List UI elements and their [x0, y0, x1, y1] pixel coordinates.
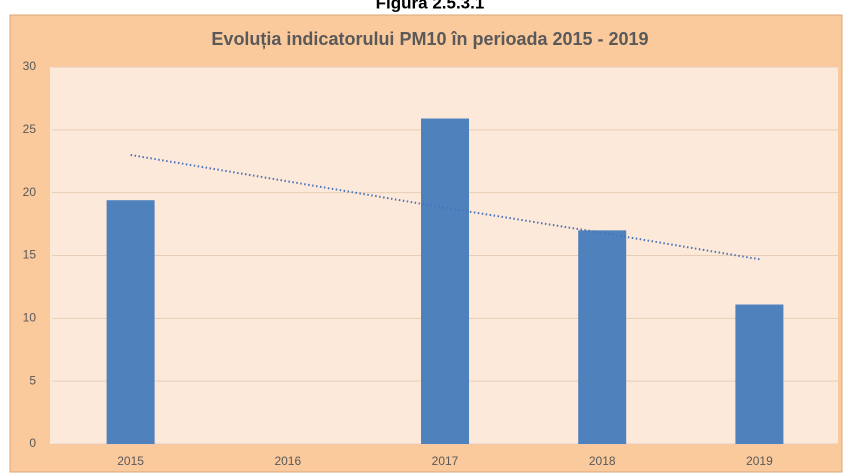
y-tick-label: 30	[23, 59, 37, 73]
chart-title: Evoluția indicatorului PM10 în perioada …	[211, 29, 648, 49]
y-tick-label: 10	[23, 311, 37, 325]
x-tick-label: 2015	[117, 454, 144, 468]
x-tick-label: 2017	[432, 454, 459, 468]
y-tick-label: 5	[29, 373, 36, 387]
x-tick-label: 2019	[746, 454, 773, 468]
y-tick-label: 15	[23, 248, 37, 262]
bar	[735, 304, 784, 444]
x-tick-label: 2018	[589, 454, 616, 468]
bar	[106, 200, 155, 444]
bar	[578, 230, 627, 444]
y-tick-label: 0	[29, 436, 36, 450]
bar	[421, 118, 469, 445]
y-tick-label: 20	[23, 185, 37, 199]
x-tick-label: 2016	[274, 454, 301, 468]
caption: Figura 2.5.3.1	[376, 0, 485, 12]
y-tick-label: 25	[23, 122, 37, 136]
